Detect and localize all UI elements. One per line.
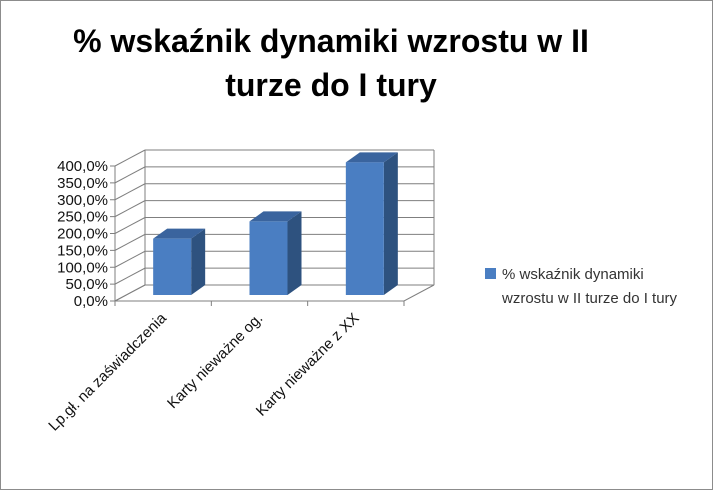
y-tick-label: 50,0%: [65, 276, 108, 293]
y-tick-label: 250,0%: [57, 209, 108, 226]
gridline-wall: [114, 149, 146, 167]
bar-top: [153, 228, 206, 239]
gridline-wall: [114, 217, 146, 234]
y-tick-label: 350,0%: [57, 175, 108, 192]
y-tick-label: 150,0%: [57, 242, 108, 259]
y-tick-label: 100,0%: [57, 259, 108, 276]
x-category-label: Lp.gł. na zaświadczenia: [45, 309, 170, 434]
bar-side: [287, 211, 302, 295]
chart-title: % wskaźnik dynamiki wzrostu w II turze d…: [73, 23, 589, 103]
gridline-wall: [114, 166, 146, 184]
y-tick-label: 400,0%: [57, 158, 108, 175]
bar-side: [191, 228, 206, 295]
x-category-label: Karty nieważne og.: [164, 310, 266, 412]
legend-label: % wskaźnik dynamiki wzrostu w II turze d…: [502, 266, 678, 307]
gridline-wall: [114, 183, 146, 201]
y-tick-label: 300,0%: [57, 192, 108, 209]
bar: [345, 162, 384, 295]
bar-top: [345, 152, 398, 163]
gridline-wall: [114, 200, 146, 218]
bar-side: [383, 152, 398, 295]
gridline-wall: [114, 267, 146, 285]
bar: [153, 238, 192, 295]
x-category-label: Karty nieważne z XX: [253, 310, 363, 420]
legend: % wskaźnik dynamiki wzrostu w II turze d…: [485, 263, 695, 311]
bar: [249, 221, 288, 295]
gridline-wall: [114, 250, 146, 268]
y-tick-label: 0,0%: [74, 293, 108, 310]
y-tick-label: 200,0%: [57, 226, 108, 243]
legend-swatch: [485, 268, 496, 279]
gridline-wall: [114, 233, 146, 251]
bar-top: [249, 211, 302, 222]
